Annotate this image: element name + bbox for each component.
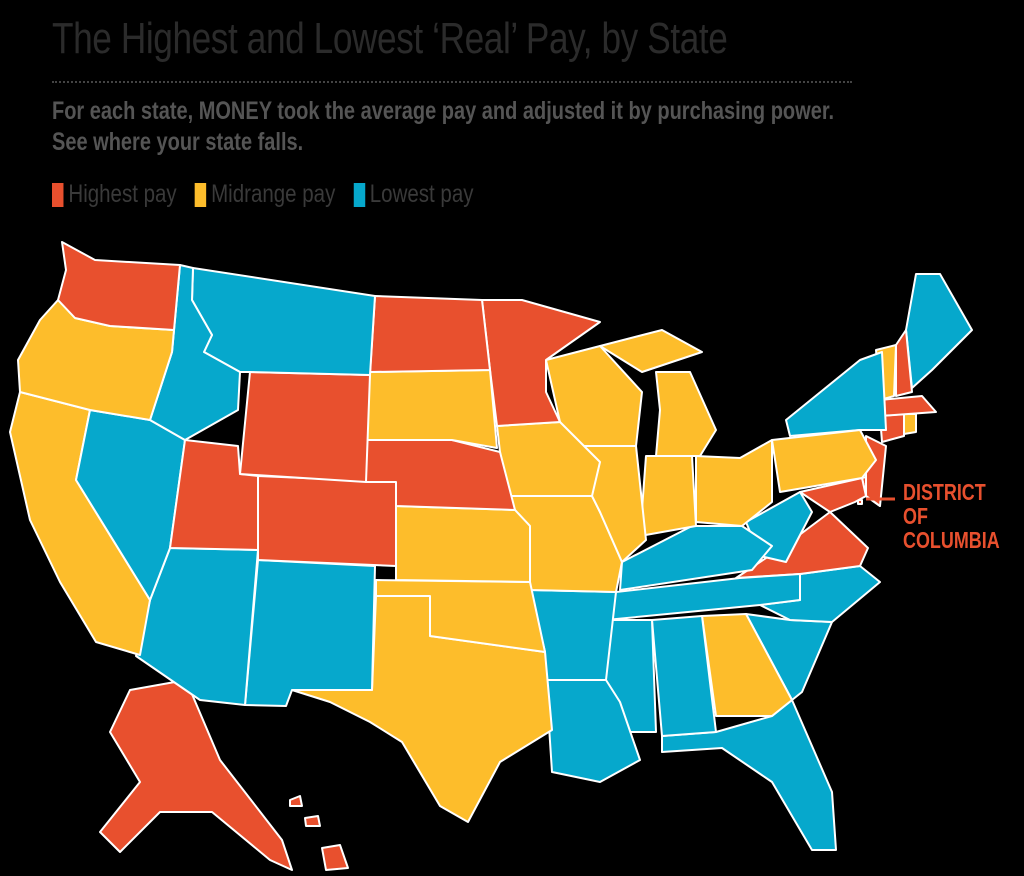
state-nm [244,559,376,707]
dc-label: DISTRICT OF COLUMBIA [903,479,1000,553]
state-hi [289,795,303,807]
subtitle: For each state, MONEY took the average p… [52,96,834,158]
state-nd [369,295,491,373]
legend-label: Midrange pay [211,180,336,208]
state-ak [99,679,293,871]
state-ma [879,395,937,417]
state-me [905,273,973,389]
legend-label: Highest pay [68,180,177,208]
page-title: The Highest and Lowest ‘Real’ Pay, by St… [52,14,728,63]
state-mi [599,329,703,373]
state-ks [395,505,531,583]
legend-item-high: Highest pay [52,180,177,209]
legend-item-mid: Midrange pay [194,180,336,209]
state-ga [701,613,793,717]
legend: Highest pay Midrange pay Lowest pay [52,180,492,209]
state-al [651,615,717,737]
state-ny [785,351,887,437]
state-hi [304,815,321,827]
subtitle-line-2: See where your state falls. [52,128,304,156]
state-mt [191,267,376,376]
state-ri [903,413,917,435]
state-hi [321,844,349,871]
state-mi [655,371,717,457]
state-wy [239,371,371,483]
legend-swatch-high [52,182,64,207]
state-wa [57,241,181,331]
divider [52,81,852,83]
state-sd [365,369,498,449]
state-nh [895,329,913,397]
state-co [257,475,397,567]
legend-label: Lowest pay [369,180,474,208]
state-fl [661,699,837,851]
state-in [639,455,697,537]
legend-item-low: Lowest pay [353,180,473,209]
legend-swatch-mid [194,182,207,207]
legend-swatch-low [353,182,365,207]
subtitle-line-1: For each state, MONEY took the average p… [52,97,835,125]
state-pa [771,429,877,493]
